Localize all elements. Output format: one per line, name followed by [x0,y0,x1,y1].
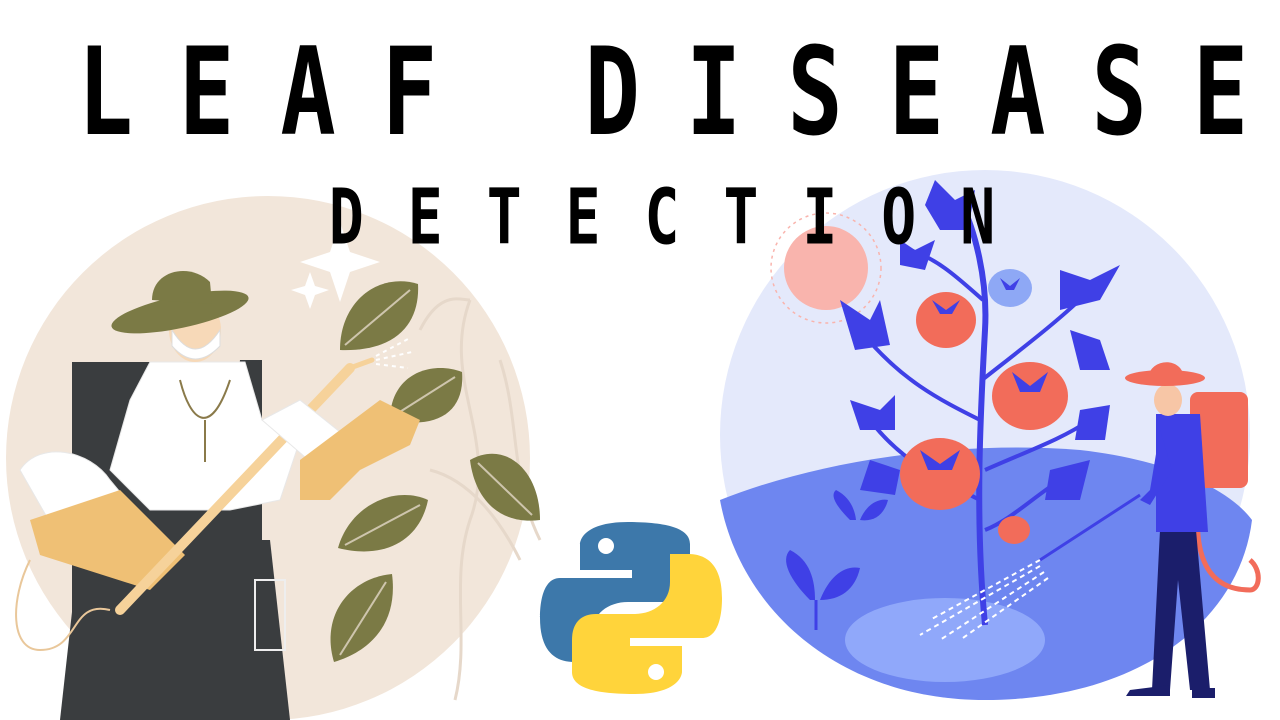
puddle [845,598,1045,682]
tomato-icon [900,438,980,510]
python-yellow-snake [572,554,722,694]
page-title: LEAF DISEASE [77,22,1280,164]
hat-brim [111,290,249,334]
leaf-icon [470,453,540,521]
sprayer-wand [115,363,355,615]
farmer-shirt [1156,414,1208,532]
farmer-hat-crown [1148,362,1184,378]
dark-pants [60,540,290,720]
left-glove [30,490,185,590]
right-glove [300,400,420,500]
spray-hose-wand [1039,493,1141,562]
farmer-face [1154,384,1182,416]
plant-stem [957,198,989,626]
farmer [1039,362,1261,698]
tomatoes [900,269,1068,544]
spray-mist [919,559,1049,641]
page-subtitle: DETECTION [328,172,1040,262]
farmer-illustration [720,170,1261,700]
python-logo [540,522,722,694]
hat-crown [152,270,212,304]
gardener-illustration [6,196,542,720]
sun-icon [784,226,868,310]
sparkle-small-icon [291,272,329,309]
farmer-pants [1152,530,1210,690]
tomato-icon [992,362,1068,430]
spray-mist [375,337,413,369]
tomato-icon [916,292,976,348]
face-mask [171,328,221,360]
sparkle-icon [300,222,380,302]
sprouts [786,490,888,630]
backpack-sprayer [1190,392,1248,488]
plant-leaves [840,180,1120,500]
small-tomato-icon [998,516,1030,544]
